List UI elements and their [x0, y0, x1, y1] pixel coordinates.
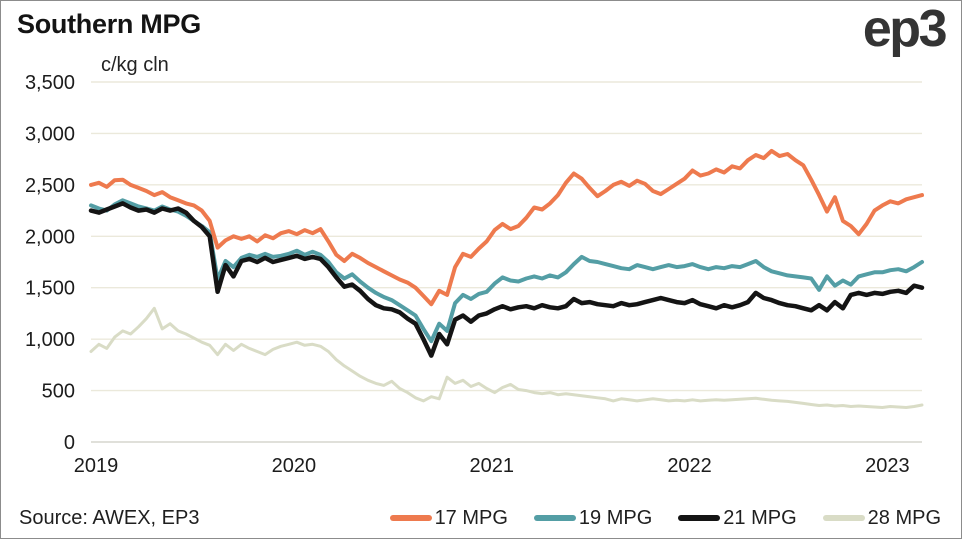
legend-label-28-mpg: 28 MPG [867, 506, 941, 529]
source-text: Source: AWEX, EP3 [19, 506, 200, 529]
legend-label-21-mpg: 21 MPG [723, 506, 797, 529]
legend-label-19-mpg: 19 MPG [578, 506, 653, 529]
x-tick-label: 2019 [74, 455, 119, 477]
x-tick-label: 2022 [667, 455, 712, 477]
y-axis-unit-label: c/kg cln [101, 54, 169, 76]
chart-title: Southern MPG [17, 9, 201, 39]
legend-item-28-mpg: 28 MPG [822, 506, 941, 530]
legend-item-21-mpg: 21 MPG [678, 506, 797, 530]
x-tick-label: 2023 [865, 455, 910, 477]
y-tick-label: 3,500 [25, 72, 75, 94]
legend-label-17-mpg: 17 MPG [434, 506, 508, 529]
series-line-21-mpg [88, 201, 925, 358]
legend-swatch-19-mpg [533, 515, 576, 521]
chart-legend: 17 MPG 19 MPG 21 MPG 28 MPG [389, 506, 941, 530]
legend-swatch-17-mpg [389, 515, 432, 521]
series-line-28-mpg [89, 306, 924, 409]
series-line-19-mpg [89, 198, 924, 344]
x-tick-label: 2021 [469, 455, 514, 477]
legend-swatch-28-mpg [822, 515, 865, 521]
y-tick-label: 3,000 [25, 123, 75, 145]
y-tick-label: 1,500 [25, 278, 75, 300]
series-line-17-mpg [89, 148, 924, 307]
y-tick-label: 1,000 [25, 329, 75, 351]
y-tick-label: 2,500 [25, 175, 75, 197]
x-tick-label: 2020 [272, 455, 317, 477]
chart-footer: Source: AWEX, EP3 17 MPG 19 MPG 21 MPG 2… [19, 502, 941, 534]
legend-item-17-mpg: 17 MPG [389, 506, 508, 530]
legend-item-19-mpg: 19 MPG [533, 506, 653, 530]
legend-swatch-21-mpg [678, 515, 721, 521]
y-tick-label: 0 [64, 432, 75, 454]
brand-logo: ep3 [862, 0, 948, 58]
y-tick-label: 500 [42, 381, 75, 403]
y-tick-label: 2,000 [25, 226, 75, 248]
